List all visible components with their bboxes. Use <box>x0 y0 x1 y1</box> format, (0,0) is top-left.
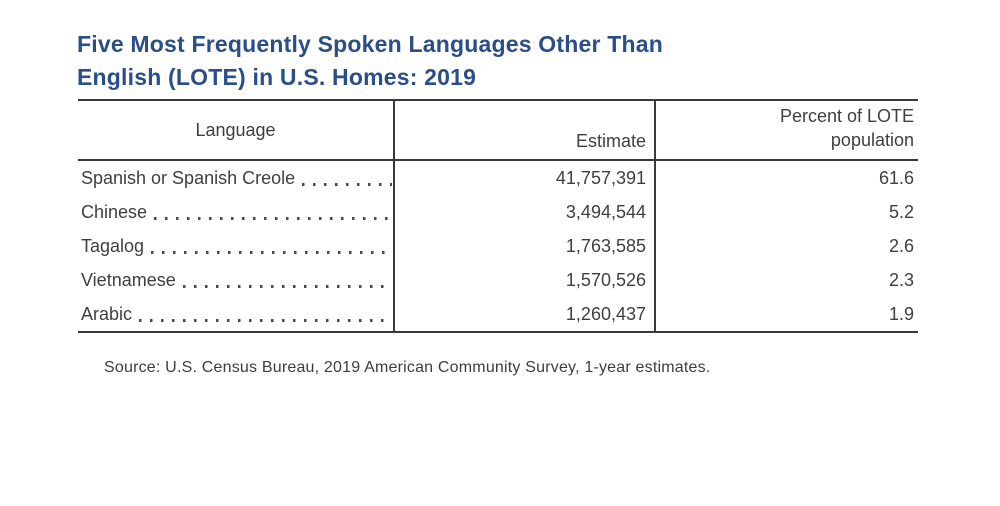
language-label: Vietnamese <box>81 269 176 290</box>
leader-dots <box>302 183 392 186</box>
title-line-1: Five Most Frequently Spoken Languages Ot… <box>77 31 663 57</box>
page: Five Most Frequently Spoken Languages Ot… <box>0 28 1000 506</box>
percent-cell: 2.6 <box>888 235 914 256</box>
estimate-cell: 41,757,391 <box>395 161 656 195</box>
estimate-cell: 3,494,544 <box>395 195 656 229</box>
table-row: Vietnamese 1,570,526 2.3 <box>78 263 918 297</box>
language-cell: Tagalog <box>78 229 395 263</box>
estimate-cell: 1,260,437 <box>395 297 656 331</box>
table-title: Five Most Frequently Spoken Languages Ot… <box>77 28 1000 94</box>
estimate-cell: 1,763,585 <box>395 229 656 263</box>
leader-dots <box>182 285 392 288</box>
column-header-percent: Percent of LOTE population <box>656 101 918 159</box>
column-header-percent-label: Percent of LOTE population <box>779 106 914 150</box>
languages-table: Language Estimate Percent of LOTE popula… <box>78 99 918 333</box>
percent-cell: 61.6 <box>878 167 914 188</box>
estimate-cell: 1,570,526 <box>395 263 656 297</box>
column-header-estimate-label: Estimate <box>575 131 646 151</box>
language-cell: Vietnamese <box>78 263 395 297</box>
language-cell: Chinese <box>78 195 395 229</box>
table-header-row: Language Estimate Percent of LOTE popula… <box>78 101 918 161</box>
table-row: Chinese 3,494,544 5.2 <box>78 195 918 229</box>
column-header-language-label: Language <box>195 119 276 140</box>
table-row: Tagalog 1,763,585 2.6 <box>78 229 918 263</box>
leader-dots <box>151 251 392 254</box>
column-header-language: Language <box>78 101 395 159</box>
table-row: Spanish or Spanish Creole 41,757,391 61.… <box>78 161 918 195</box>
leader-dots <box>154 217 392 220</box>
language-cell: Arabic <box>78 297 395 331</box>
language-label: Tagalog <box>81 235 145 256</box>
percent-cell: 1.9 <box>888 303 914 324</box>
percent-cell: 5.2 <box>888 201 914 222</box>
language-label: Spanish or Spanish Creole <box>81 167 296 188</box>
column-header-estimate: Estimate <box>395 101 656 159</box>
language-label: Arabic <box>81 303 133 324</box>
source-note: Source: U.S. Census Bureau, 2019 America… <box>104 359 711 376</box>
percent-cell: 2.3 <box>888 269 914 290</box>
leader-dots <box>139 319 392 322</box>
table-row: Arabic 1,260,437 1.9 <box>78 297 918 331</box>
title-line-2: English (LOTE) in U.S. Homes: 2019 <box>77 64 477 90</box>
language-cell: Spanish or Spanish Creole <box>78 161 395 195</box>
language-label: Chinese <box>81 201 148 222</box>
